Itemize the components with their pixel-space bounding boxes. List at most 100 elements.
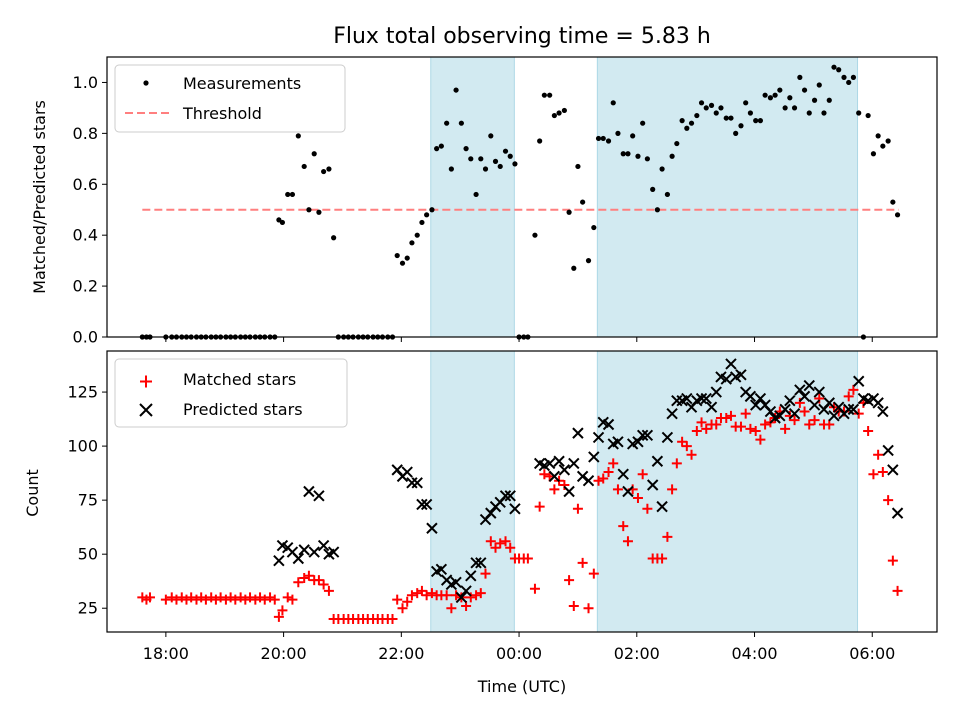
measurement-point <box>870 151 877 157</box>
measurement-point <box>468 156 474 162</box>
top-y-tick-label: 0.4 <box>73 226 98 245</box>
matched-star-point <box>299 572 310 583</box>
matched-star-point <box>505 542 516 553</box>
predicted-star-point <box>788 407 801 420</box>
measurement-point <box>463 146 469 152</box>
measurement-point <box>595 135 602 142</box>
matched-star-point <box>215 592 226 603</box>
measurement-point <box>556 110 562 116</box>
measurement-point <box>434 146 440 152</box>
predicted-star-point <box>543 457 556 470</box>
matched-star-point <box>273 611 284 622</box>
matched-star-point <box>269 594 280 605</box>
matched-star-point <box>245 592 256 603</box>
measurement-point <box>321 168 327 175</box>
matched-star-point <box>632 492 643 503</box>
top-axes-frame <box>106 56 938 338</box>
measurement-point <box>733 130 739 136</box>
measurement-point <box>625 151 631 157</box>
shaded-interval <box>596 56 859 338</box>
measurement-point <box>826 97 832 103</box>
measurement-point <box>488 133 494 139</box>
predicted-star-point <box>666 407 678 420</box>
measurement-point <box>635 153 641 159</box>
predicted-star-point <box>646 479 659 491</box>
predicted-star-point <box>563 485 575 498</box>
matched-star-point <box>559 480 570 491</box>
measurement-point <box>591 224 597 231</box>
matched-star-point <box>701 423 712 434</box>
bottom-axes-frame <box>106 350 938 633</box>
measurement-point <box>767 95 774 101</box>
measurement-point <box>640 120 646 126</box>
measurement-point <box>797 74 803 80</box>
predicted-star-point <box>617 468 629 480</box>
measurement-point <box>419 219 425 226</box>
measurement-point <box>306 207 312 213</box>
measurement-point <box>713 110 719 116</box>
matched-star-point <box>612 484 623 495</box>
measurement-point <box>743 100 749 106</box>
matched-star-point <box>883 495 894 506</box>
measurement-point <box>728 115 734 121</box>
top-y-tick-label: 0.8 <box>73 124 98 143</box>
matched-star-point <box>230 594 241 605</box>
legend-matched-marker <box>140 375 152 388</box>
matched-star-point <box>210 594 221 605</box>
measurement-point <box>605 138 612 144</box>
matched-star-point <box>406 590 417 601</box>
matched-star-point <box>465 592 476 603</box>
matched-star-point <box>323 585 334 596</box>
top-y-axis-label: Matched/Predicted stars <box>30 100 49 294</box>
matched-star-point <box>206 592 217 603</box>
measurement-point <box>502 148 509 154</box>
matched-star-point <box>461 601 472 612</box>
matched-star-point <box>794 397 805 408</box>
measurement-point <box>537 138 543 144</box>
predicted-star-point <box>406 477 418 489</box>
predicted-star-point <box>700 392 712 405</box>
matched-star-point <box>259 594 270 605</box>
predicted-star-point <box>842 403 855 416</box>
matched-star-point <box>191 594 202 605</box>
predicted-star-point <box>823 397 835 409</box>
legend-predicted-label: Predicted stars <box>183 400 303 419</box>
measurement-point <box>659 166 665 172</box>
measurement-point <box>816 82 822 88</box>
predicted-star-point <box>602 418 615 431</box>
matched-star-point <box>255 592 266 603</box>
matched-star-point <box>618 521 629 532</box>
matched-star-point <box>735 421 746 432</box>
predicted-star-point <box>794 384 806 396</box>
legend-matched-label: Matched stars <box>183 370 296 389</box>
matched-star-point <box>598 473 609 484</box>
measurement-point <box>575 163 581 170</box>
matched-star-point <box>303 570 314 581</box>
matched-star-point <box>711 419 722 430</box>
legend-measurements-label: Measurements <box>183 74 301 93</box>
predicted-star-point <box>710 386 722 398</box>
matched-star-point <box>522 553 533 564</box>
matched-star-point <box>892 585 903 596</box>
predicted-star-point <box>641 429 654 442</box>
predicted-star-point <box>705 401 718 413</box>
predicted-star-point <box>303 485 315 498</box>
measurement-point <box>747 110 753 116</box>
predicted-star-point <box>475 557 487 569</box>
measurement-point <box>654 207 660 213</box>
measurement-point <box>757 118 764 124</box>
measurement-point <box>326 166 332 172</box>
matched-star-point <box>318 579 329 590</box>
predicted-star-point <box>872 397 884 409</box>
predicted-star-point <box>735 369 747 381</box>
bottom-x-tick-label: 20:00 <box>261 644 307 663</box>
matched-star-point <box>603 467 614 478</box>
measurement-point <box>698 100 705 106</box>
measurement-point <box>566 209 572 215</box>
measurement-point <box>801 87 808 93</box>
predicted-star-point <box>622 485 634 498</box>
matched-star-point <box>760 419 771 430</box>
measurement-point <box>311 151 317 157</box>
matched-star-point <box>240 594 251 605</box>
measurement-point <box>836 67 842 73</box>
